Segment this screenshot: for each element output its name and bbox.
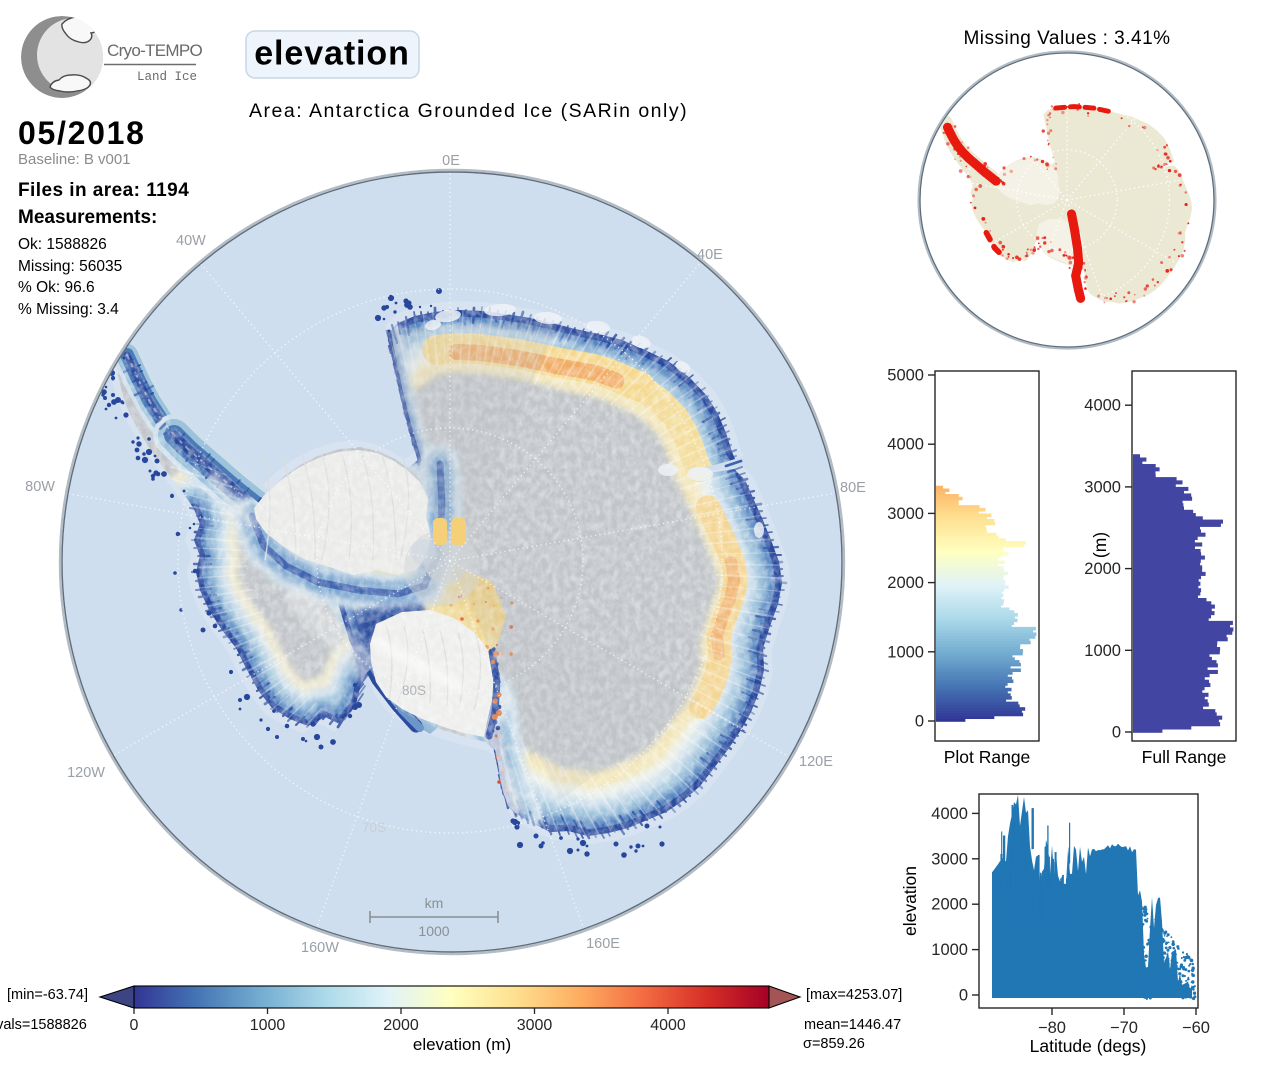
- svg-text:80W: 80W: [25, 479, 55, 495]
- svg-text:[max=4253.07]: [max=4253.07]: [806, 987, 902, 1003]
- svg-text:σ=859.26: σ=859.26: [803, 1036, 865, 1052]
- svg-text:elevation (m): elevation (m): [413, 1035, 511, 1054]
- svg-text:1000: 1000: [1084, 642, 1121, 660]
- svg-text:80S: 80S: [402, 683, 426, 698]
- svg-text:km: km: [425, 895, 444, 911]
- svg-text:4000: 4000: [931, 805, 968, 823]
- svg-text:1000: 1000: [418, 923, 449, 939]
- svg-text:4000: 4000: [650, 1017, 686, 1034]
- svg-text:3000: 3000: [887, 505, 924, 523]
- svg-text:2000: 2000: [1084, 560, 1121, 578]
- svg-text:1000: 1000: [931, 941, 968, 959]
- svg-text:Plot Range: Plot Range: [944, 747, 1031, 767]
- svg-text:% Ok: 96.6: % Ok: 96.6: [18, 279, 95, 296]
- svg-text:−60: −60: [1182, 1019, 1210, 1037]
- svg-text:Ok: 1588826: Ok: 1588826: [18, 236, 107, 253]
- svg-text:n vals=1588826: n vals=1588826: [0, 1017, 87, 1033]
- svg-text:% Missing: 3.4: % Missing: 3.4: [18, 301, 119, 318]
- svg-text:4000: 4000: [1084, 397, 1121, 415]
- svg-text:Files in area: 1194: Files in area: 1194: [18, 180, 189, 201]
- svg-text:1000: 1000: [887, 643, 924, 661]
- svg-text:elevation: elevation: [254, 35, 410, 73]
- svg-text:[min=-63.74]: [min=-63.74]: [7, 987, 88, 1003]
- svg-text:Missing: 56035: Missing: 56035: [18, 258, 122, 275]
- svg-text:40E: 40E: [697, 247, 723, 263]
- svg-text:120W: 120W: [67, 765, 105, 781]
- svg-text:2000: 2000: [887, 574, 924, 592]
- svg-text:70S: 70S: [362, 820, 386, 835]
- svg-text:2000: 2000: [383, 1017, 419, 1034]
- svg-text:3000: 3000: [1084, 478, 1121, 496]
- svg-text:Measurements:: Measurements:: [18, 207, 157, 228]
- svg-text:Missing Values : 3.41%: Missing Values : 3.41%: [963, 28, 1170, 49]
- svg-text:3000: 3000: [517, 1017, 553, 1034]
- svg-text:80E: 80E: [840, 480, 866, 496]
- svg-text:0: 0: [1112, 724, 1121, 742]
- svg-text:Baseline: B v001: Baseline: B v001: [18, 151, 131, 168]
- svg-text:120E: 120E: [799, 754, 833, 770]
- svg-text:4000: 4000: [887, 436, 924, 454]
- svg-text:elevation: elevation: [900, 866, 920, 936]
- svg-text:Cryo-TEMPO: Cryo-TEMPO: [107, 41, 202, 60]
- svg-text:40W: 40W: [176, 233, 206, 249]
- svg-text:0: 0: [915, 713, 924, 731]
- svg-text:3000: 3000: [931, 850, 968, 868]
- svg-text:160W: 160W: [301, 940, 339, 956]
- svg-text:Latitude (degs): Latitude (degs): [1030, 1036, 1147, 1056]
- svg-text:mean=1446.47: mean=1446.47: [804, 1017, 901, 1033]
- svg-text:Full Range: Full Range: [1142, 747, 1227, 767]
- svg-text:1000: 1000: [250, 1017, 286, 1034]
- svg-text:5000: 5000: [887, 367, 924, 385]
- svg-text:0E: 0E: [442, 153, 460, 169]
- svg-text:160E: 160E: [586, 936, 620, 952]
- svg-text:0: 0: [130, 1017, 139, 1034]
- svg-text:−70: −70: [1110, 1019, 1138, 1037]
- svg-text:−80: −80: [1038, 1019, 1066, 1037]
- svg-text:(m): (m): [1090, 532, 1110, 558]
- svg-text:0: 0: [959, 987, 968, 1005]
- svg-text:Land Ice: Land Ice: [137, 70, 197, 84]
- svg-text:Area: Antarctica Grounded Ice: Area: Antarctica Grounded Ice (SARin onl…: [249, 100, 688, 122]
- svg-text:2000: 2000: [931, 896, 968, 914]
- svg-text:05/2018: 05/2018: [18, 115, 146, 151]
